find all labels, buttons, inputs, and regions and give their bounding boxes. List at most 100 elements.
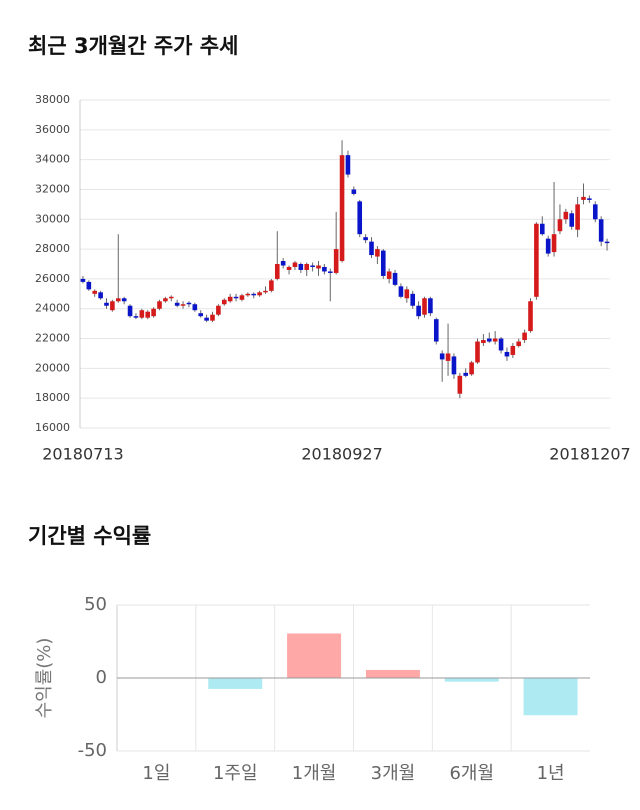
candle-body [380,250,386,276]
x-tick-label: 1주일 [213,763,258,784]
bar [208,678,263,689]
candle-body [221,299,227,305]
candle-body [251,293,257,296]
candle-body [80,278,86,282]
y-tick-label: 36000 [35,123,70,136]
candle-body [133,316,139,318]
candle-body [422,298,427,315]
candle-body [180,304,186,306]
candle-body [522,332,527,341]
candle-body [263,290,268,293]
candle-body [104,302,109,306]
candle-body [481,340,486,344]
y-tick-label: 0 [96,667,107,688]
y-tick-label: 30000 [35,212,70,225]
candle-body [492,338,498,342]
candle-body [280,261,286,266]
bar [444,678,499,682]
candle-body [457,375,463,394]
candle-body [168,296,174,299]
x-tick-label: 6개월 [449,763,494,784]
candle-body [498,338,504,351]
candle-body [575,204,580,230]
candle-body [351,189,357,194]
candle-body [286,266,292,270]
candle-body [322,266,327,272]
candle-body [416,305,421,317]
candle-body [163,298,168,302]
candle-body [386,271,392,279]
candle-body [357,201,363,235]
chart-title: 최근 3개월간 주가 추세 [28,34,238,58]
candle-body [233,296,239,299]
candle-body [551,234,557,253]
candle-body [534,223,539,297]
candle-body [151,308,156,317]
x-tick-label: 1개월 [292,763,337,784]
candle-body [174,302,180,306]
y-tick-label: 28000 [35,242,70,255]
candle-body [121,298,127,302]
candle-body [92,290,98,294]
candle-body [598,219,604,242]
y-tick-label: 18000 [35,391,70,404]
y-tick-label: 16000 [35,421,70,434]
y-tick-label: 22000 [35,332,70,345]
x-tick-label: 1일 [142,763,170,784]
x-tick-label: 20180927 [301,445,382,464]
candle-body [410,293,416,306]
candle-body [516,341,522,346]
y-tick-label: 20000 [35,361,70,374]
candle-body [86,281,92,290]
x-tick-label: 20181207 [549,445,630,464]
candle-body [239,295,245,300]
candle-body [581,196,586,200]
y-axis-label: 수익률(%) [34,638,55,719]
candle-body [292,262,298,267]
candle-body [445,353,451,361]
chart-title: 기간별 수익률 [28,524,151,548]
candle-body [316,265,321,269]
y-tick-label: 34000 [35,153,70,166]
candle-body [274,264,280,279]
candle-body [451,356,457,375]
candle-body [469,362,474,375]
x-tick-label: 20180713 [42,445,123,464]
x-tick-label: 1년 [537,763,565,784]
candle-body [604,241,610,244]
y-tick-label: 32000 [35,182,70,195]
y-tick-label: -50 [78,740,107,761]
candle-body [557,219,563,232]
candle-body [115,298,121,302]
y-tick-label: 26000 [35,272,70,285]
candle-body [310,265,315,267]
candle-body [157,301,162,309]
y-tick-label: 24000 [35,302,70,315]
candle-body [369,241,374,256]
candle-body [245,293,251,296]
x-tick-label: 3개월 [371,763,416,784]
candle-body [563,211,569,220]
candle-body [127,305,133,317]
candle-body [392,272,398,285]
candle-body [257,292,262,296]
candle-body [433,319,439,342]
candle-body [404,289,410,299]
candle-body [110,301,115,311]
candle-body [98,292,103,299]
candle-body [339,155,345,262]
candle-body [345,155,351,175]
candle-body [298,264,304,270]
candle-body [327,271,333,273]
bar [523,678,578,716]
candle-body [592,204,598,220]
candle-body [486,338,492,342]
candle-body [545,238,551,254]
candle-body [198,313,204,317]
candle-body [504,351,510,357]
candle-body [216,305,221,315]
candle-body [145,311,151,318]
y-tick-label: 38000 [35,93,70,106]
candle-body [539,223,545,235]
